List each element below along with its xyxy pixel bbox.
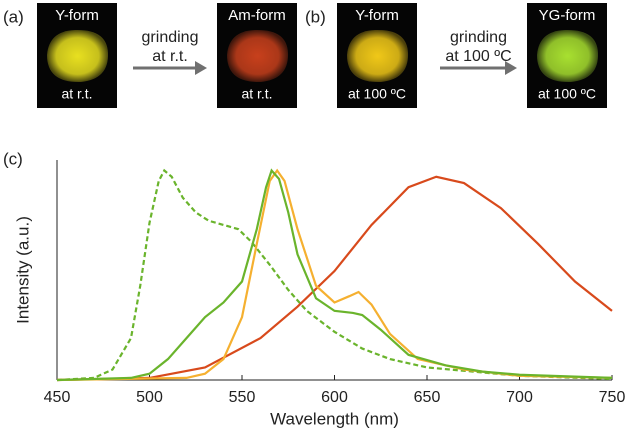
photo-caption: at r.t. bbox=[241, 86, 272, 102]
arrow-label: at r.t. bbox=[152, 48, 188, 65]
arrow-label: at 100 ºC bbox=[445, 48, 511, 65]
photo-title: Y-form bbox=[55, 7, 99, 24]
x-axis-title: Wavelength (nm) bbox=[270, 409, 399, 428]
sample-blob bbox=[47, 30, 108, 82]
photo-title: Am-form bbox=[228, 7, 286, 24]
sample-blob bbox=[347, 30, 408, 82]
arrow-label: grinding bbox=[142, 29, 199, 46]
arrow-label: grinding bbox=[450, 29, 507, 46]
photo-caption: at r.t. bbox=[61, 86, 92, 102]
x-tick-label: 750 bbox=[599, 389, 626, 406]
photo-title: Y-form bbox=[355, 7, 399, 24]
photo-title: YG-form bbox=[539, 7, 596, 24]
x-tick-label: 650 bbox=[414, 389, 441, 406]
panel-label: (a) bbox=[3, 7, 24, 26]
photo-caption: at 100 ºC bbox=[538, 86, 596, 102]
x-tick-label: 600 bbox=[321, 389, 348, 406]
x-tick-label: 700 bbox=[506, 389, 533, 406]
series-line bbox=[57, 170, 612, 380]
figure: (a) (b) (c) Y-form at r.t. Am-form at r.t. Y… bbox=[0, 0, 628, 432]
sample-blob bbox=[227, 30, 288, 82]
panel-label: (b) bbox=[305, 7, 326, 26]
x-tick-label: 550 bbox=[229, 389, 256, 406]
photo-caption: at 100 ºC bbox=[348, 86, 406, 102]
series-line bbox=[57, 170, 612, 380]
x-tick-label: 500 bbox=[136, 389, 163, 406]
sample-blob bbox=[537, 30, 598, 82]
x-tick-label: 450 bbox=[44, 389, 71, 406]
series-line bbox=[57, 170, 612, 380]
arrow-head bbox=[195, 61, 207, 75]
y-axis-title: Intensity (a.u.) bbox=[13, 216, 32, 324]
panel-label: (c) bbox=[3, 149, 23, 168]
